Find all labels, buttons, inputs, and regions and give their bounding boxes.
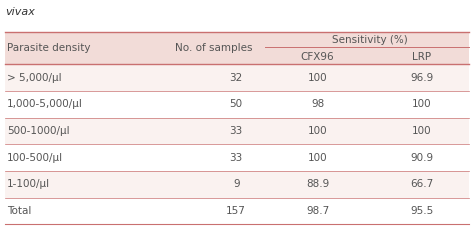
Text: vivax: vivax	[5, 7, 35, 17]
Bar	[5, 171, 469, 198]
Text: 98: 98	[311, 99, 324, 109]
Text: LRP: LRP	[412, 52, 431, 62]
Text: 100: 100	[308, 73, 328, 83]
Text: 33: 33	[229, 153, 243, 163]
Text: 95.5: 95.5	[410, 206, 434, 216]
Text: 157: 157	[226, 206, 246, 216]
Text: 50: 50	[230, 99, 243, 109]
Text: No. of samples: No. of samples	[174, 43, 252, 53]
Text: Sensitivity (%): Sensitivity (%)	[332, 35, 408, 45]
Text: Total: Total	[7, 206, 31, 216]
Text: 32: 32	[229, 73, 243, 83]
Text: 96.9: 96.9	[410, 73, 434, 83]
Text: 100-500/μl: 100-500/μl	[7, 153, 63, 163]
Bar	[5, 91, 469, 118]
Text: 66.7: 66.7	[410, 179, 434, 189]
Text: 500-1000/μl: 500-1000/μl	[7, 126, 70, 136]
Text: > 5,000/μl: > 5,000/μl	[7, 73, 62, 83]
Text: 100: 100	[308, 153, 328, 163]
Bar	[5, 118, 469, 144]
Text: 1-100/μl: 1-100/μl	[7, 179, 50, 189]
Text: 100: 100	[412, 126, 432, 136]
Text: CFX96: CFX96	[301, 52, 334, 62]
Text: 90.9: 90.9	[410, 153, 433, 163]
Bar	[5, 32, 469, 64]
Text: Parasite density: Parasite density	[7, 43, 91, 53]
Bar	[5, 64, 469, 91]
Text: 100: 100	[412, 99, 432, 109]
Text: 9: 9	[233, 179, 239, 189]
Text: 1,000-5,000/μl: 1,000-5,000/μl	[7, 99, 83, 109]
Bar	[5, 198, 469, 224]
Text: 33: 33	[229, 126, 243, 136]
Text: 88.9: 88.9	[306, 179, 329, 189]
Text: 98.7: 98.7	[306, 206, 329, 216]
Text: 100: 100	[308, 126, 328, 136]
Bar	[5, 144, 469, 171]
